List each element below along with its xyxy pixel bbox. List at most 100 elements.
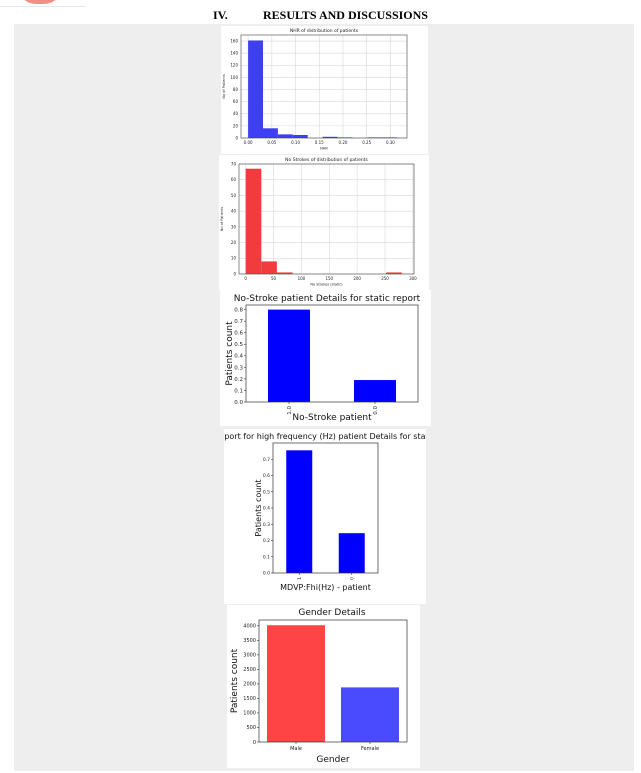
x-tick-label: 0.30 <box>386 140 395 145</box>
y-tick-label: 0.8 <box>234 308 243 314</box>
x-axis-label: NHR <box>320 147 328 151</box>
x-tick-label: 100 <box>298 276 306 281</box>
y-tick-label: 2500 <box>243 667 256 673</box>
x-tick-label: 1 <box>297 577 303 580</box>
chart-title: No-Stroke patient Details for static rep… <box>234 294 421 304</box>
x-tick-label: Male <box>290 746 302 752</box>
y-axis-label: Patients count <box>225 321 235 386</box>
y-axis-label: No of Patients <box>220 207 224 232</box>
section-heading: IV. RESULTS AND DISCUSSIONS <box>0 8 641 23</box>
x-axis-label: MDVP:Fhi(Hz) - patient <box>280 583 371 592</box>
x-tick-label: 0.00 <box>244 140 253 145</box>
y-tick-label: 2000 <box>243 682 256 688</box>
histogram-bar-9 <box>382 137 398 138</box>
histogram-bar-5 <box>322 136 338 138</box>
y-tick-label: 0.5 <box>263 489 270 495</box>
x-tick-label: 0.15 <box>315 140 324 145</box>
logo-underline <box>0 6 86 7</box>
y-tick-label: 100 <box>230 75 238 80</box>
y-tick-label: 0.6 <box>263 473 270 479</box>
y-tick-label: 20 <box>233 123 239 128</box>
histogram-bar-3 <box>292 134 308 138</box>
y-tick-label: 70 <box>231 161 237 166</box>
x-tick-label: 0 <box>244 276 247 281</box>
histogram-bar-2 <box>277 134 293 138</box>
y-tick-label: 0.1 <box>234 388 243 394</box>
y-tick-label: 20 <box>231 240 237 245</box>
x-tick-label: 150 <box>325 276 333 281</box>
mdvp-bar-panel: 1 0 0.0 0.1 0.2 0.3 0.4 0.5 0.6 0.7 MDVP- report f… <box>188 429 462 604</box>
y-tick-label: 0 <box>253 740 256 746</box>
histogram-bar-6 <box>337 137 353 138</box>
x-tick-label: 250 <box>381 276 389 281</box>
y-tick-label: 0.3 <box>263 522 270 528</box>
no-strokes-histogram-panel: 0 10 20 30 40 50 60 70 0 50 100 150 200 250 300 No Stro… <box>219 155 429 290</box>
y-tick-label: 10 <box>231 256 237 261</box>
y-tick-label: 0.7 <box>263 457 270 463</box>
nhr-histogram-panel: 0 20 40 60 80 100 120 140 160 0.00 0.05 0.10 0.15 0.2… <box>221 26 428 154</box>
y-tick-label: 80 <box>233 87 239 92</box>
y-axis-label: Patients count <box>254 479 263 536</box>
y-tick-label: 4000 <box>243 624 256 630</box>
y-tick-label: 0.5 <box>234 342 243 348</box>
y-tick-label: 0 <box>233 271 236 276</box>
bar-0 <box>286 450 313 573</box>
y-tick-label: 0.0 <box>263 571 270 577</box>
y-tick-label: 1500 <box>243 696 256 702</box>
y-axis-label: No of Patients <box>222 74 226 99</box>
y-tick-label: 40 <box>231 209 237 214</box>
y-tick-label: 140 <box>230 51 238 56</box>
plot-frame <box>258 619 408 743</box>
histogram-bar-0 <box>245 168 262 274</box>
x-axis-label: No-Stroke patient <box>292 413 372 423</box>
y-tick-label: 0.4 <box>263 506 270 512</box>
y-tick-label: 1000 <box>243 711 256 717</box>
x-tick-label: 0.05 <box>267 140 276 145</box>
chart-title: MDVP- report for high frequency (Hz) pat… <box>224 432 426 441</box>
y-tick-label: 60 <box>233 99 239 104</box>
section-title: RESULTS AND DISCUSSIONS <box>263 8 428 22</box>
nhr-histogram-chart: 0 20 40 60 80 100 120 140 160 0.00 0.05 0.10 0.15 0.2… <box>222 28 408 151</box>
y-tick-label: 0.4 <box>234 354 243 360</box>
histogram-bar-1 <box>263 128 278 138</box>
y-tick-label: 0.2 <box>263 538 270 544</box>
y-tick-label: 60 <box>231 177 237 182</box>
y-tick-label: 0.1 <box>263 554 270 560</box>
bar-1 <box>354 380 396 402</box>
plot-frame <box>238 163 415 275</box>
chart-title: No Strokes of distribution of patients <box>285 157 368 163</box>
gender-bar-panel: Male Female 0 500 1000 1500 2000 2500 3000 3500 40… <box>227 605 420 768</box>
bar-1 <box>341 687 399 742</box>
x-tick-label: 1.0 <box>287 406 293 415</box>
x-tick-label: 0.0 <box>373 406 379 415</box>
bar-1 <box>338 533 365 573</box>
x-tick-label: 0.10 <box>291 140 300 145</box>
chart-title: Gender Details <box>298 608 366 618</box>
plot-frame <box>272 442 379 574</box>
no-strokes-histogram-chart: 0 10 20 30 40 50 60 70 0 50 100 150 200 250 300 No Stro… <box>220 157 417 287</box>
plot-frame <box>245 304 419 403</box>
x-tick-label: 200 <box>353 276 361 281</box>
y-tick-label: 30 <box>231 224 237 229</box>
y-axis-label: Patients count <box>230 648 240 713</box>
logo-icon <box>18 0 62 4</box>
no-stroke-bar-chart: 1.0 0.0 0.0 0.1 0.2 0.3 0.4 0.5 0.6 0.7 0.8 No-Stro… <box>225 294 421 423</box>
y-tick-label: 0.3 <box>234 365 243 371</box>
no-stroke-bar-panel: 1.0 0.0 0.0 0.1 0.2 0.3 0.4 0.5 0.6 0.7 0.8 No-Stro… <box>220 290 431 426</box>
bar-0 <box>267 625 325 742</box>
y-tick-label: 0.0 <box>234 400 243 406</box>
y-tick-label: 3000 <box>243 653 256 659</box>
x-tick-label: Female <box>361 746 379 752</box>
chart-title: NHR of distribution of patients <box>290 28 359 34</box>
y-tick-label: 120 <box>230 63 238 68</box>
y-tick-label: 0 <box>235 135 238 140</box>
bar-0 <box>268 309 310 402</box>
x-tick-label: 0 <box>349 577 355 580</box>
y-tick-label: 160 <box>230 38 238 43</box>
x-tick-label: 300 <box>409 276 417 281</box>
mdvp-bar-chart: 1 0 0.0 0.1 0.2 0.3 0.4 0.5 0.6 0.7 MDVP- report f… <box>188 432 462 592</box>
histogram-bar-0 <box>248 40 264 138</box>
y-tick-label: 0.2 <box>234 377 243 383</box>
y-tick-label: 500 <box>246 725 256 731</box>
gender-bar-chart: Male Female 0 500 1000 1500 2000 2500 3000 3500 40… <box>230 608 408 765</box>
